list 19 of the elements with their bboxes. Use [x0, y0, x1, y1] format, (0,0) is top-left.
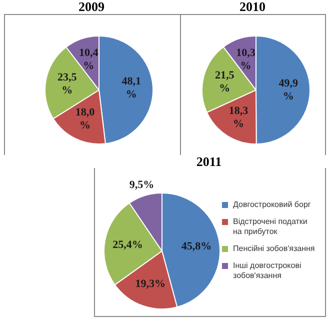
data-label: 23,5 %: [57, 72, 78, 97]
data-label: 9,5%: [129, 179, 154, 192]
data-label: 10,3 %: [236, 46, 256, 72]
data-label: 18,3 %: [228, 104, 249, 130]
chart-title: 2009: [78, 0, 104, 14]
legend-label: Відстрочені податки на прибуток: [233, 217, 308, 237]
legend-label: Довгостроковий борг: [233, 200, 311, 210]
legend-label: Інші довгострокові зобов'язання: [233, 261, 302, 281]
data-label: 45,8%: [181, 240, 212, 252]
chart-title: 2011: [196, 154, 222, 169]
data-label: 49,9 %: [278, 77, 299, 102]
data-label: 21,5 %: [214, 70, 235, 95]
data-label: 48,1 %: [122, 76, 141, 101]
data-label: 18,0 %: [75, 106, 96, 132]
chart-title: 2010: [240, 0, 266, 14]
data-label: 19,3%: [135, 278, 166, 290]
data-label: 25,4%: [112, 238, 143, 251]
legend-label: Пенсійні зобов'язання: [233, 244, 315, 254]
data-label: 10,4 %: [78, 46, 99, 72]
